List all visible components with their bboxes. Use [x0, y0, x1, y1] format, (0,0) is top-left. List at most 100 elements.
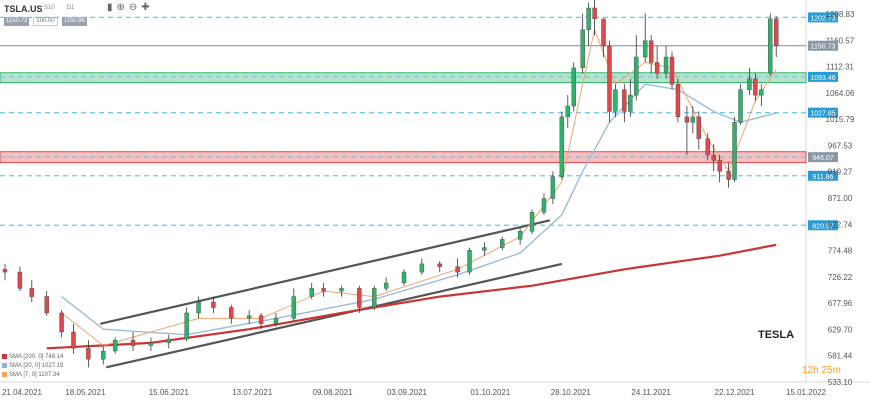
candle-body-39 [571, 67, 576, 107]
candle-body-14 [211, 301, 216, 308]
candle-body-22 [339, 288, 344, 292]
timeframe-b[interactable]: D1 [66, 5, 75, 11]
candle-body-47 [628, 94, 633, 112]
candle-56 [690, 106, 696, 134]
level-tag-3: 946.07 [812, 155, 834, 162]
candle-22 [339, 285, 344, 297]
candle-body-46 [622, 89, 627, 112]
candle-body-35 [541, 198, 547, 213]
x-tick-label-9: 22.12.2021 [715, 388, 756, 397]
candle-43 [601, 18, 606, 58]
candle-body-60 [717, 160, 722, 172]
legend-item-sma7[interactable]: SMA [7, 0] 1107.34 [2, 371, 63, 380]
candle-57 [696, 111, 702, 150]
candle-5 [71, 323, 76, 354]
candle-body-51 [654, 62, 660, 74]
crosshair-icon[interactable]: ✚ [141, 2, 150, 13]
legend-item-sma20[interactable]: SMA [20, 0] 1027.19 [2, 362, 63, 371]
y-tick-label-1: 1160.57 [826, 36, 855, 45]
candle-33 [517, 228, 523, 245]
level-tag-bg-2 [808, 107, 838, 118]
candle-6 [86, 340, 91, 368]
series-line-1 [61, 83, 777, 336]
timeframe-a[interactable]: S10 [44, 5, 55, 11]
ticker-label: TESLA [758, 329, 795, 341]
candle-body-53 [669, 56, 675, 85]
candle-65 [753, 73, 758, 101]
candle-body-0 [2, 269, 8, 273]
candle-body-34 [529, 211, 535, 232]
zoom-in-icon[interactable]: ⊕ [116, 2, 125, 13]
candle-42 [592, 0, 597, 36]
candle-body-7 [101, 350, 106, 360]
level-tag-bg-0 [808, 12, 838, 23]
candle-9 [130, 331, 136, 352]
candle-body-33 [517, 231, 523, 240]
candle-body-6 [86, 348, 91, 360]
candle-13 [196, 296, 201, 319]
y-tick-label-5: 967.53 [828, 141, 853, 150]
candle-body-57 [696, 116, 702, 139]
candle-62 [732, 116, 737, 183]
series-line-0 [46, 243, 777, 350]
candle-52 [663, 46, 669, 79]
candle-48 [634, 35, 639, 101]
current-price-tag-bg [808, 40, 838, 51]
candle-23 [357, 285, 362, 313]
candle-38 [565, 95, 570, 128]
candle-body-36 [550, 176, 556, 199]
symbol-label[interactable]: TSLA.US [4, 4, 43, 14]
candle-body-20 [309, 288, 314, 297]
candle-body-68 [774, 18, 779, 46]
y-tick-label-0: 1208.83 [826, 10, 855, 19]
candle-body-28 [437, 263, 442, 267]
candle-body-37 [559, 116, 565, 177]
ask-box[interactable]: 1150.98 [61, 17, 87, 26]
legend-swatch-sma7 [2, 371, 7, 377]
candle-body-52 [663, 56, 669, 74]
y-tick-label-3: 1064.06 [826, 89, 855, 98]
candle-body-8 [112, 339, 118, 352]
candle-body-55 [684, 116, 690, 123]
candle-64 [747, 67, 752, 96]
candle-17 [258, 312, 264, 330]
candle-4 [59, 310, 64, 338]
y-tick-label-9: 774.48 [828, 247, 853, 256]
candle-37 [559, 111, 565, 180]
candle-45 [613, 84, 618, 117]
candle-body-32 [500, 239, 505, 248]
candle-body-43 [601, 18, 606, 47]
candle-body-67 [768, 18, 773, 74]
zoom-out-icon[interactable]: ⊖ [128, 2, 138, 13]
y-tick-label-6: 919.27 [828, 168, 853, 177]
x-tick-label-0: 21.04.2021 [2, 388, 43, 397]
candle-body-42 [592, 7, 597, 20]
candle-body-13 [196, 301, 201, 314]
candle-26 [401, 269, 407, 286]
legend-item-sma200[interactable]: SMA [200, 0] 748.14 [2, 353, 63, 362]
candle-body-30 [467, 250, 472, 273]
candle-body-54 [675, 84, 681, 118]
trendline-1 [105, 262, 563, 369]
bid-box[interactable]: 1150.73 [4, 17, 30, 26]
candle-body-61 [726, 171, 731, 180]
legend-label-sma7: SMA [7, 0] 1107.34 [9, 372, 60, 378]
candle-8 [112, 337, 118, 354]
level-tag-4: 911.86 [813, 174, 834, 181]
x-tick-label-8: 24.11.2021 [631, 388, 671, 397]
candle-body-45 [613, 89, 618, 112]
candle-47 [628, 78, 633, 117]
x-tick-label-6: 01.10.2021 [470, 388, 511, 397]
chart-type-icon[interactable]: ▮ [107, 2, 113, 13]
level-tag-bg-5 [808, 220, 838, 231]
legend-label-sma20: SMA [20, 0] 1027.19 [9, 363, 64, 369]
level-tag-bg-4 [808, 170, 838, 181]
candle-40 [580, 13, 585, 74]
candle-body-65 [753, 78, 758, 96]
candle-51 [654, 46, 660, 79]
y-tick-label-10: 726.22 [828, 273, 853, 282]
x-tick-label-3: 13.07.2021 [232, 388, 273, 397]
x-tick-label-5: 03.09.2021 [387, 388, 428, 397]
candle-body-58 [705, 138, 710, 156]
